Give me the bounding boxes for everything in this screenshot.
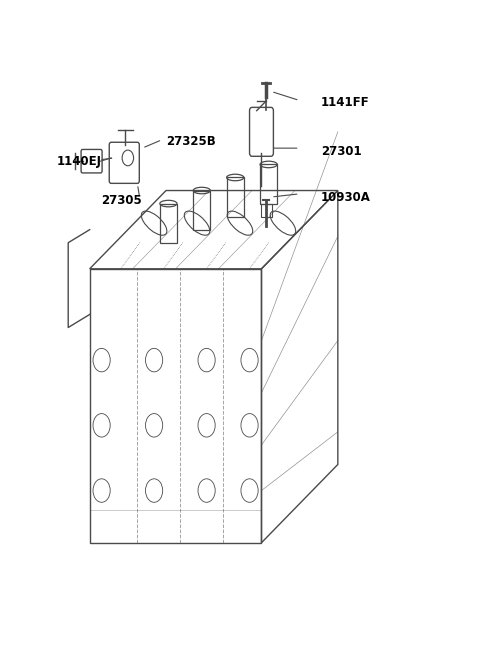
Text: 1140EJ: 1140EJ: [56, 155, 101, 168]
Text: 27325B: 27325B: [166, 135, 216, 148]
Text: 1141FF: 1141FF: [321, 96, 370, 109]
Text: 10930A: 10930A: [321, 191, 371, 204]
Text: 27301: 27301: [321, 145, 362, 158]
Text: 27305: 27305: [102, 194, 143, 207]
